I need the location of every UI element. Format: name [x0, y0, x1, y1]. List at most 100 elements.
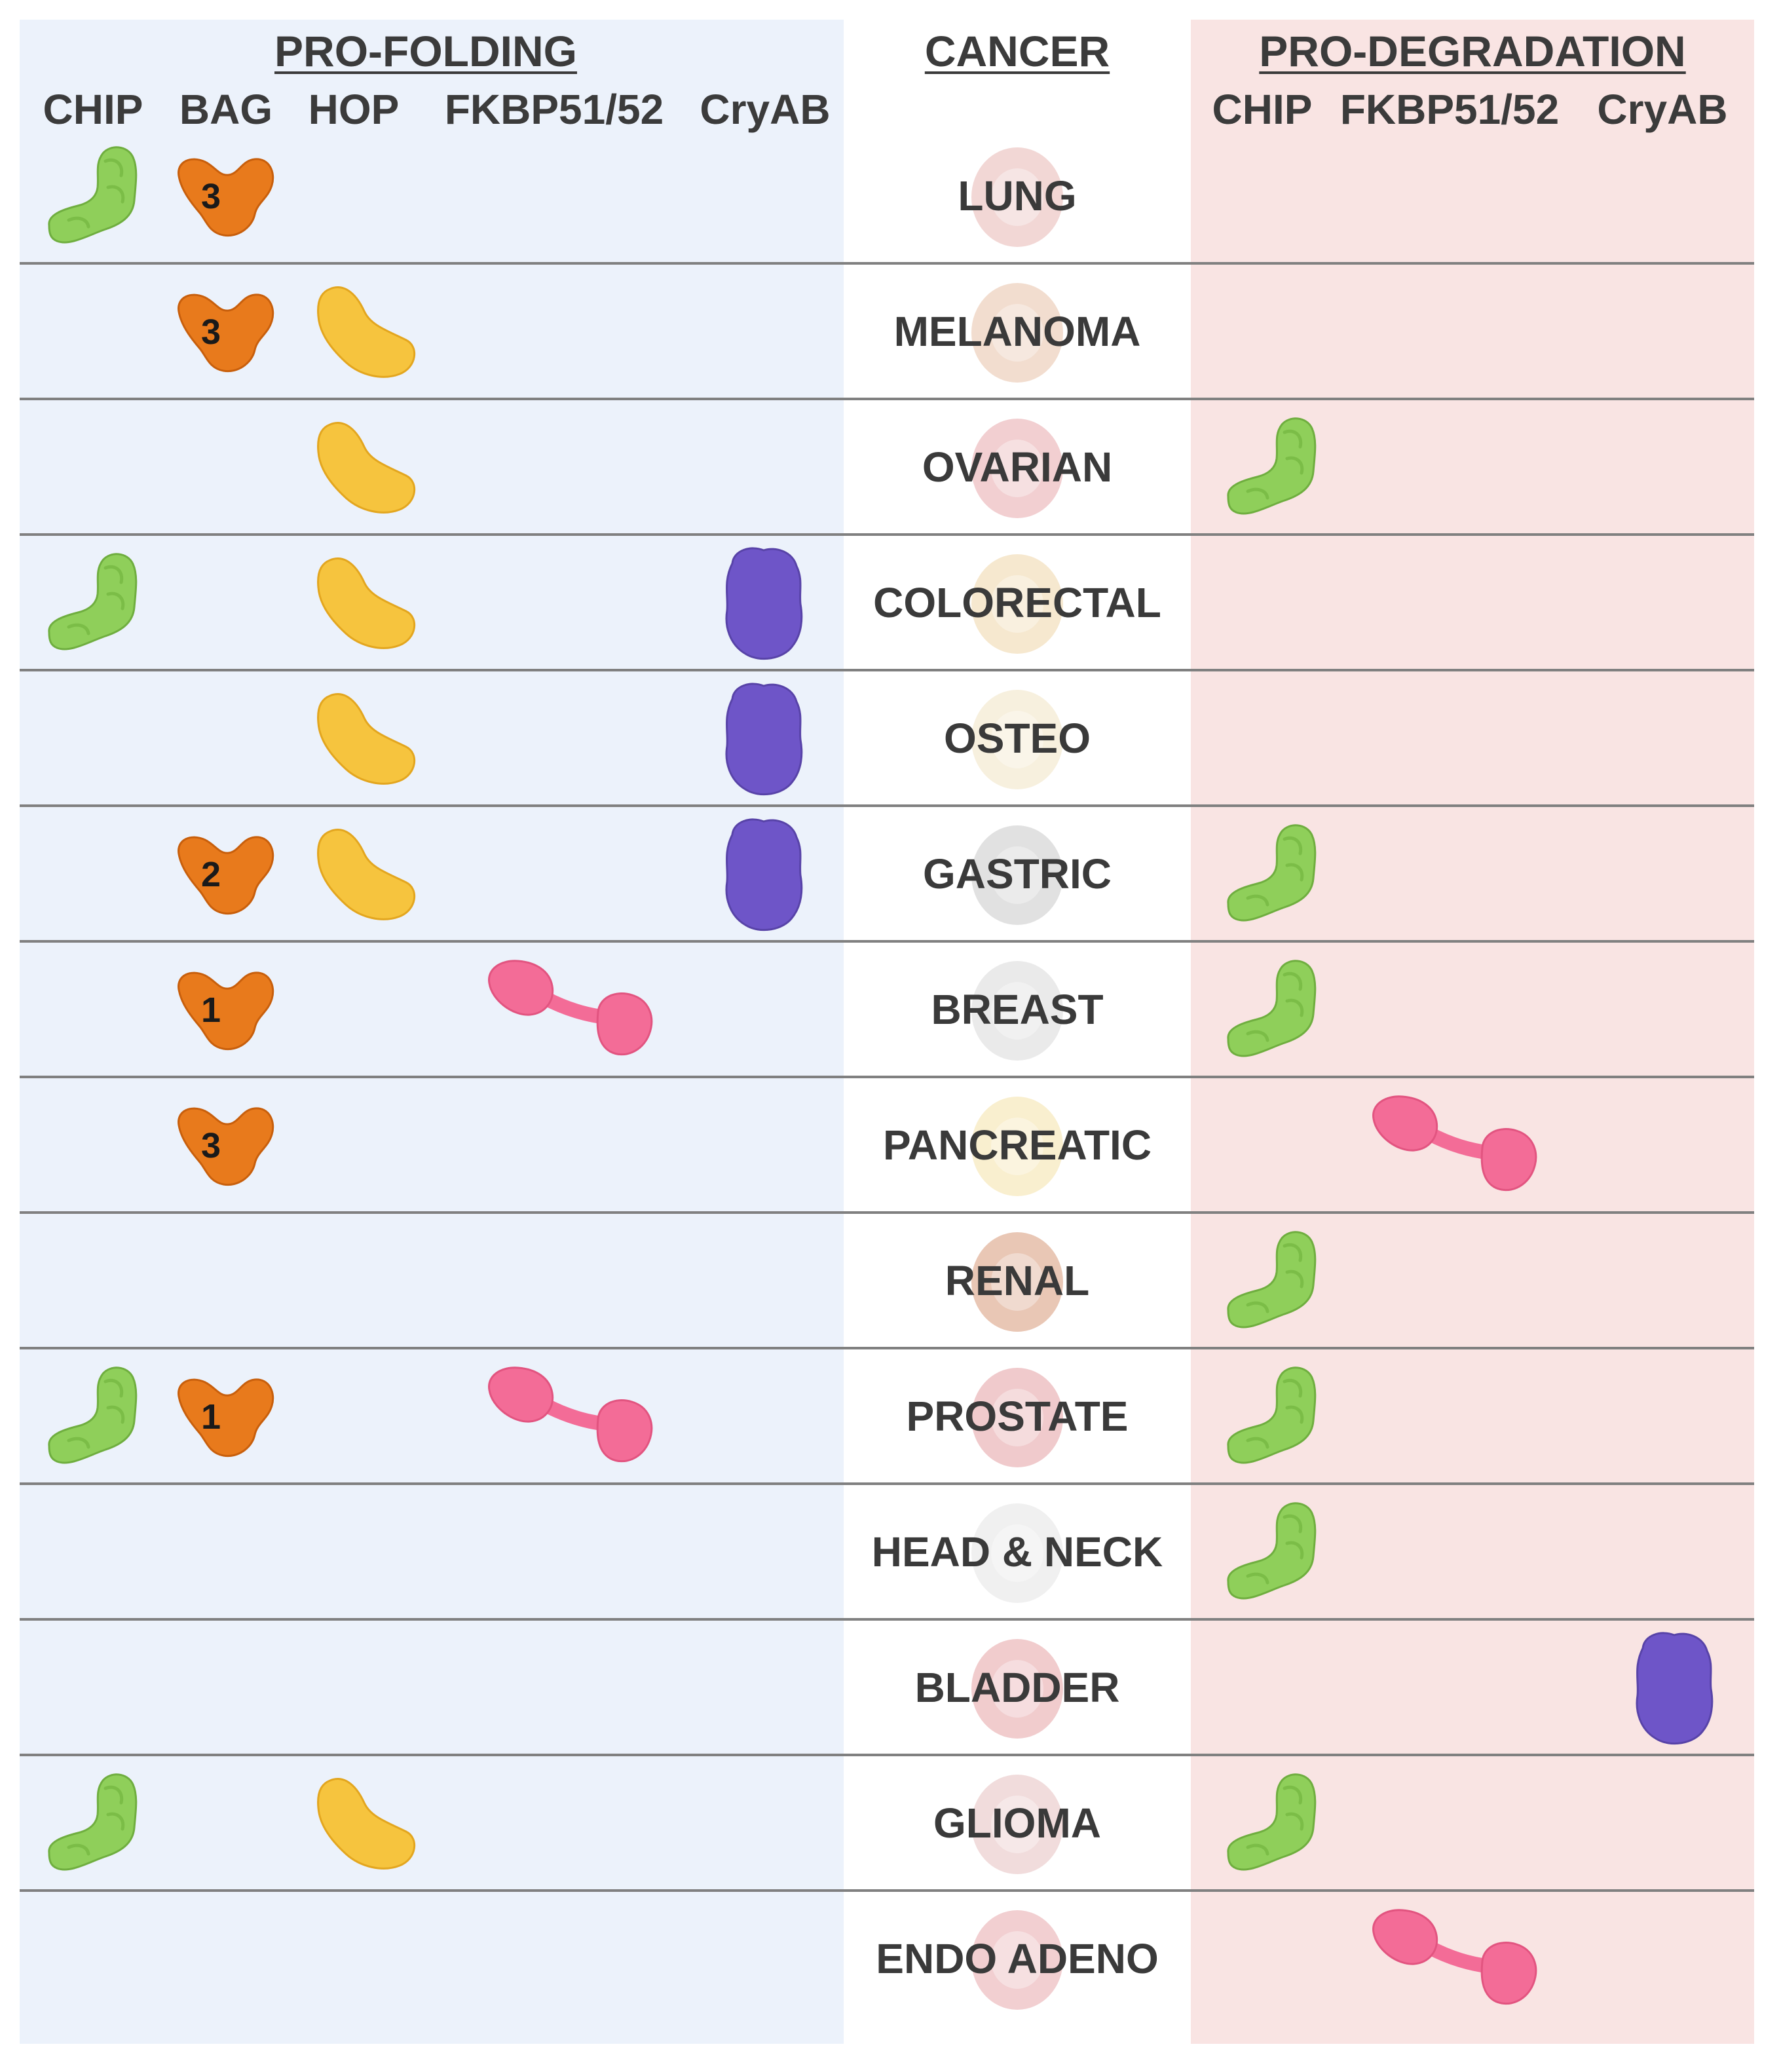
row-divider: [20, 1754, 1754, 1756]
folding-col-hop: HOP: [308, 86, 400, 133]
cancer-label: HEAD & NECK: [871, 1528, 1163, 1575]
hop-protein-icon: [314, 554, 419, 652]
folding-col-bag: BAG: [179, 86, 273, 133]
skin-organ-icon: [971, 282, 1063, 383]
bag-protein-icon: 3: [174, 1099, 278, 1191]
chip-protein-icon: [1222, 1362, 1320, 1470]
kidney-organ-icon: [971, 1232, 1063, 1332]
folding-col-chip: CHIP: [43, 86, 143, 133]
folding-col-cryab: CryAB: [700, 86, 831, 133]
cancer-cell: LUNG: [845, 128, 1190, 263]
chip-protein-icon: [43, 1769, 141, 1877]
cancer-label: OVARIAN: [922, 443, 1113, 491]
cancer-cell: PANCREATIC: [845, 1077, 1190, 1213]
cryab-protein-icon: [1631, 1629, 1716, 1746]
row-divider: [20, 804, 1754, 807]
cancer-cell: PROSTATE: [845, 1348, 1190, 1484]
cancer-label: MELANOMA: [893, 307, 1141, 355]
bag-protein-icon: 3: [174, 150, 278, 242]
cancer-cell: OSTEO: [845, 670, 1190, 806]
head-organ-icon: [971, 1503, 1063, 1603]
uterus-organ-icon: [971, 1910, 1063, 2010]
hop-protein-icon: [314, 418, 419, 516]
fkbp-protein-icon: [1366, 1906, 1543, 2011]
degradation-col-chip: CHIP: [1212, 86, 1313, 133]
row-divider: [20, 1076, 1754, 1078]
chip-protein-icon: [43, 548, 141, 656]
breast-organ-icon: [971, 960, 1063, 1061]
bag-protein-icon: 2: [174, 828, 278, 920]
chip-protein-icon: [1222, 1226, 1320, 1334]
degradation-col-cryab: CryAB: [1597, 86, 1728, 133]
pro-folding-header: PRO-FOLDING: [274, 27, 577, 75]
chip-protein-icon: [1222, 955, 1320, 1063]
bone-organ-icon: [971, 689, 1063, 789]
bag-number-label: 3: [201, 312, 221, 352]
prostate-organ-icon: [971, 1367, 1063, 1467]
cancer-cell: COLORECTAL: [845, 535, 1190, 670]
row-divider: [20, 1889, 1754, 1892]
bag-protein-icon: 3: [174, 286, 278, 377]
cancer-label: ENDO ADENO: [876, 1934, 1159, 1982]
folding-col-fkbp: FKBP51/52: [444, 86, 664, 133]
cancer-cell: ENDO ADENO: [845, 1891, 1190, 2026]
bag-number-label: 3: [201, 176, 221, 216]
uterus-organ-icon: [971, 418, 1063, 518]
cancer-label: GLIOMA: [933, 1799, 1101, 1847]
cancer-label: COLORECTAL: [873, 578, 1161, 626]
cancer-label: OSTEO: [943, 714, 1091, 762]
cancer-cell: HEAD & NECK: [845, 1484, 1190, 1619]
hop-protein-icon: [314, 282, 419, 381]
fkbp-protein-icon: [481, 957, 658, 1062]
colon-organ-icon: [971, 554, 1063, 654]
cryab-protein-icon: [721, 544, 806, 662]
fkbp-protein-icon: [1366, 1093, 1543, 1197]
cancer-cell: BREAST: [845, 941, 1190, 1077]
cancer-label: LUNG: [958, 172, 1077, 219]
row-divider: [20, 262, 1754, 265]
hop-protein-icon: [314, 689, 419, 787]
chip-protein-icon: [1222, 819, 1320, 928]
pancreas-organ-icon: [971, 1096, 1063, 1196]
chip-protein-icon: [1222, 1769, 1320, 1877]
bladder-organ-icon: [971, 1638, 1063, 1739]
bag-number-label: 1: [201, 1397, 221, 1437]
chip-protein-icon: [1222, 413, 1320, 521]
row-divider: [20, 669, 1754, 671]
cancer-label: RENAL: [945, 1256, 1090, 1304]
bag-number-label: 2: [201, 854, 221, 894]
row-divider: [20, 1482, 1754, 1485]
cancer-cell: OVARIAN: [845, 399, 1190, 535]
chip-protein-icon: [43, 1362, 141, 1470]
row-divider: [20, 1347, 1754, 1349]
cancer-cell: GLIOMA: [845, 1755, 1190, 1891]
cancer-label: GASTRIC: [923, 850, 1112, 897]
chip-protein-icon: [43, 141, 141, 250]
row-divider: [20, 940, 1754, 943]
cancer-cell: MELANOMA: [845, 263, 1190, 399]
cryab-protein-icon: [721, 815, 806, 933]
brain-organ-icon: [971, 1774, 1063, 1874]
row-divider: [20, 1618, 1754, 1621]
cancer-label: BLADDER: [914, 1663, 1120, 1711]
pro-folding-panel: [20, 20, 844, 2044]
hop-protein-icon: [314, 1774, 419, 1872]
fkbp-protein-icon: [481, 1364, 658, 1469]
row-divider: [20, 398, 1754, 400]
stomach-organ-icon: [971, 825, 1063, 925]
row-divider: [20, 1211, 1754, 1214]
bag-number-label: 3: [201, 1125, 221, 1165]
row-divider: [20, 533, 1754, 536]
cancer-label: PANCREATIC: [882, 1121, 1152, 1169]
hop-protein-icon: [314, 825, 419, 923]
cancer-cell: BLADDER: [845, 1619, 1190, 1755]
cryab-protein-icon: [721, 679, 806, 797]
cancer-cell: RENAL: [845, 1213, 1190, 1348]
lungs-organ-icon: [971, 147, 1063, 247]
cancer-label: PROSTATE: [906, 1392, 1129, 1440]
cancer-header: CANCER: [924, 27, 1110, 75]
bag-number-label: 1: [201, 990, 221, 1030]
degradation-col-fkbp: FKBP51/52: [1340, 86, 1560, 133]
chip-protein-icon: [1222, 1497, 1320, 1606]
